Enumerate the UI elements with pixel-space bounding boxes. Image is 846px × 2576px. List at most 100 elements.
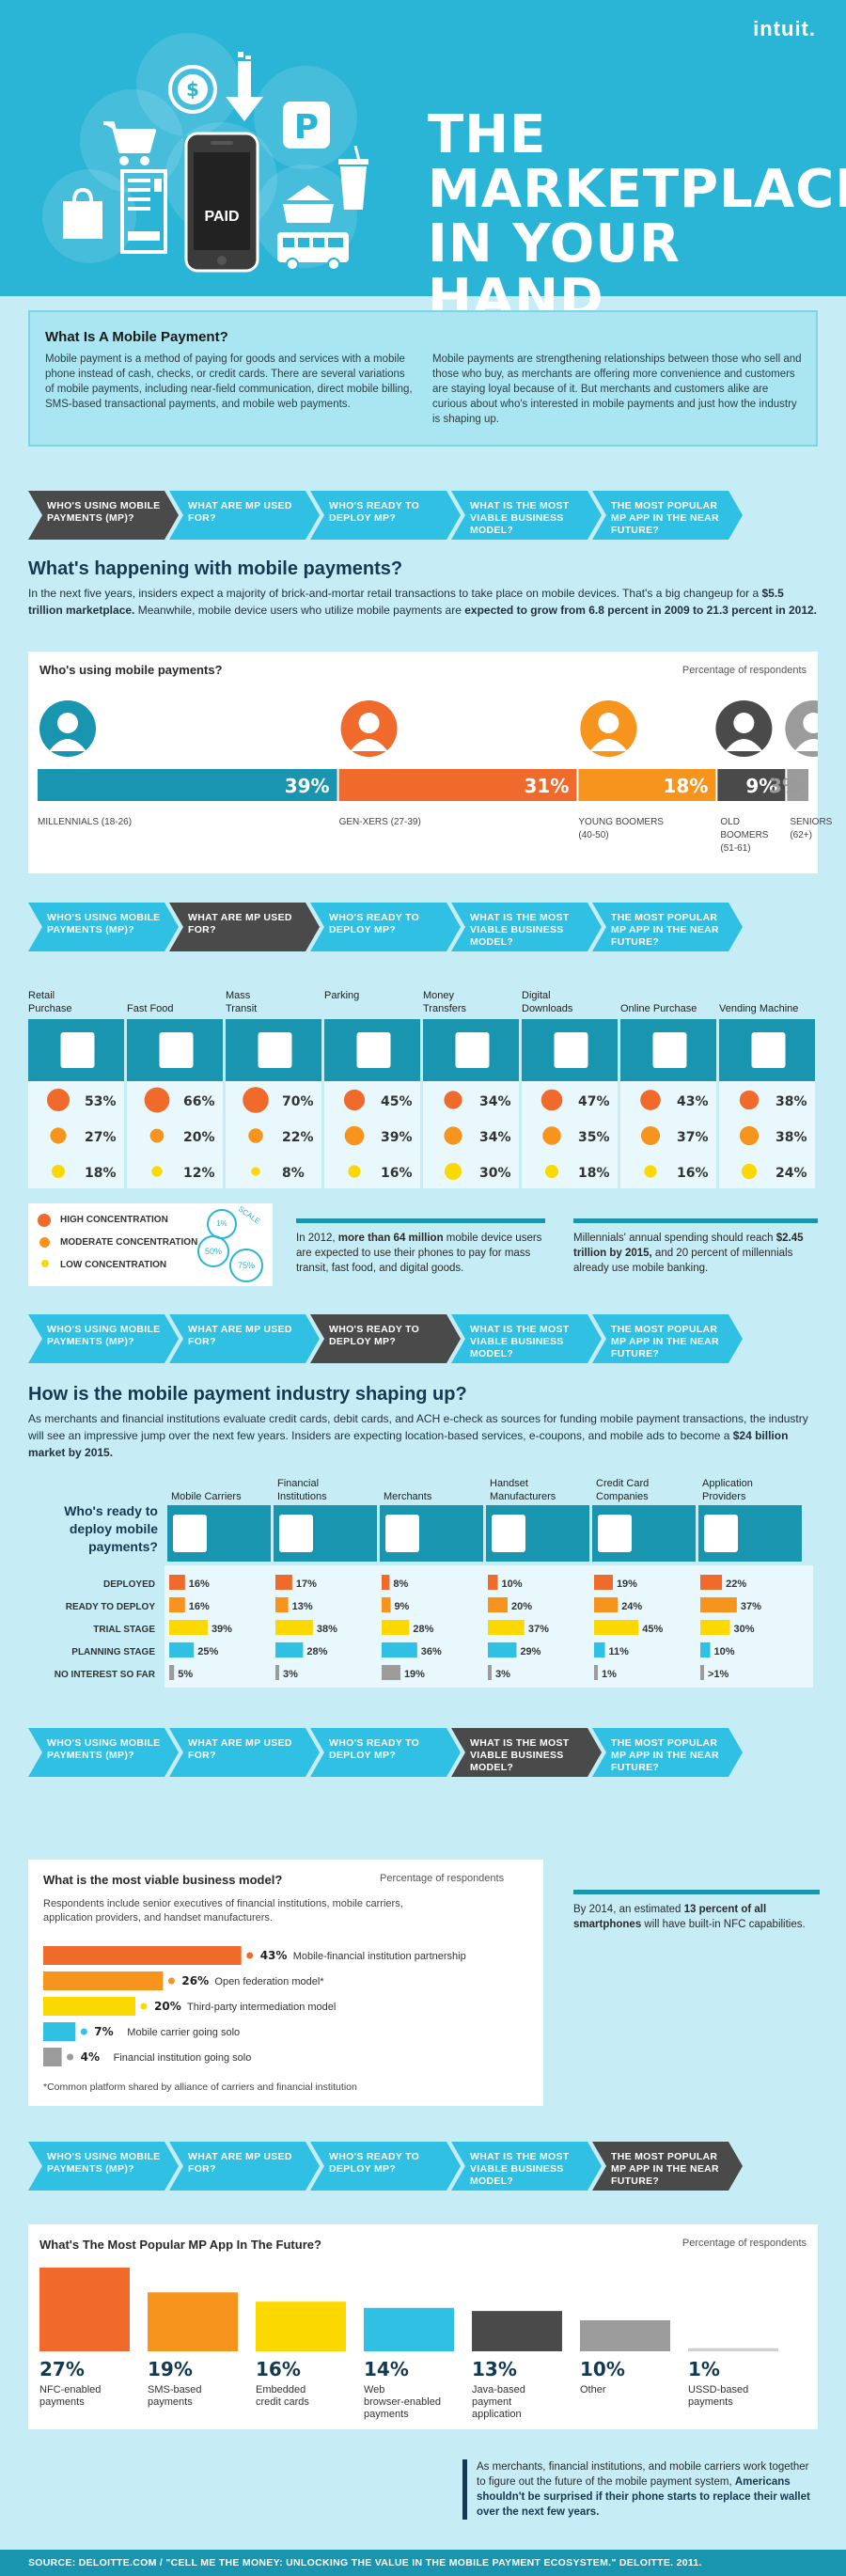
model-marker xyxy=(140,2003,148,2010)
nav-tab-label: WHO'S READY TO DEPLOY MP? xyxy=(329,1737,420,1761)
use-value-label: 38% xyxy=(776,1130,807,1145)
legend-low: LOW CONCENTRATION xyxy=(60,1260,167,1270)
nav-tab-label: THE MOST POPULAR MP APP IN THE NEAR FUTU… xyxy=(611,2151,719,2187)
deploy-bar xyxy=(275,1575,292,1590)
nav-tab[interactable]: WHAT ARE MP USED FOR? xyxy=(169,491,320,540)
nav-tab[interactable]: WHAT IS THE MOST VIABLE BUSINESS MODEL? xyxy=(451,1314,602,1363)
nav-tab[interactable]: WHO'S READY TO DEPLOY MP? xyxy=(310,491,461,540)
legend-high: HIGH CONCENTRATION xyxy=(60,1215,168,1225)
avatar-head xyxy=(57,713,78,733)
deploy-bar xyxy=(488,1665,492,1680)
nav-tab[interactable]: WHAT ARE MP USED FOR? xyxy=(169,1314,320,1363)
model-marker xyxy=(246,1952,254,1959)
nav-tab-label: WHAT ARE MP USED FOR? xyxy=(188,500,292,524)
nav-tab[interactable]: WHAT ARE MP USED FOR? xyxy=(169,1728,320,1777)
users-bar xyxy=(338,769,577,801)
scale-50: 50% xyxy=(197,1235,229,1267)
deploy-icon xyxy=(385,1515,419,1552)
use-category-label: Purchase xyxy=(28,1003,71,1014)
deploy-stage-label: READY TO DEPLOY xyxy=(66,1602,156,1612)
nav-tab[interactable]: THE MOST POPULAR MP APP IN THE NEAR FUTU… xyxy=(592,2142,743,2191)
footnote: *Common platform shared by alliance of c… xyxy=(43,2081,357,2093)
nav-tab[interactable]: WHAT IS THE MOST VIABLE BUSINESS MODEL? xyxy=(451,1728,602,1777)
card-note: Percentage of respondents xyxy=(682,665,807,676)
nav-tab[interactable]: WHO'S USING MOBILE PAYMENTS (MP)? xyxy=(28,1728,179,1777)
nav-tab[interactable]: WHAT ARE MP USED FOR? xyxy=(169,2142,320,2191)
nav-tab[interactable]: WHO'S USING MOBILE PAYMENTS (MP)? xyxy=(28,2142,179,2191)
use-dot xyxy=(251,1167,260,1176)
nav-tab[interactable]: THE MOST POPULAR MP APP IN THE NEAR FUTU… xyxy=(592,491,743,540)
nav-tab[interactable]: THE MOST POPULAR MP APP IN THE NEAR FUTU… xyxy=(592,1728,743,1777)
callout-millennials: Millennials' annual spending should reac… xyxy=(573,1218,818,1276)
nav-tab[interactable]: WHAT IS THE MOST VIABLE BUSINESS MODEL? xyxy=(451,903,602,951)
nav-tab[interactable]: WHO'S READY TO DEPLOY MP? xyxy=(310,2142,461,2191)
model-chart: 43% Mobile-financial institution partners… xyxy=(43,1946,466,2066)
deploy-table-title: Who's ready to deploy mobile payments? xyxy=(64,1503,158,1554)
app-category-label: payment xyxy=(472,2396,511,2408)
nav-tab-label: WHO'S USING MOBILE PAYMENTS (MP)? xyxy=(47,500,161,524)
section-nav: WHO'S USING MOBILE PAYMENTS (MP)? WHAT AR… xyxy=(28,1728,752,1777)
deploy-bar xyxy=(275,1665,279,1680)
nav-tab[interactable]: WHO'S READY TO DEPLOY MP? xyxy=(310,1314,461,1363)
use-icon xyxy=(258,1032,292,1068)
nav-tab[interactable]: WHO'S USING MOBILE PAYMENTS (MP)? xyxy=(28,903,179,951)
deploy-bar xyxy=(382,1597,391,1612)
nav-tab[interactable]: WHAT IS THE MOST VIABLE BUSINESS MODEL? xyxy=(451,491,602,540)
use-dot xyxy=(151,1166,163,1177)
use-dot xyxy=(348,1165,361,1178)
nav-tab[interactable]: WHAT ARE MP USED FOR? xyxy=(169,903,320,951)
use-icon xyxy=(652,1032,687,1068)
avatar-head xyxy=(733,713,755,733)
high-dot xyxy=(38,1214,51,1227)
app-category-label: credit cards xyxy=(256,2396,309,2408)
app-value-label: 27% xyxy=(39,2358,85,2380)
nav-tab[interactable]: WHAT IS THE MOST VIABLE BUSINESS MODEL? xyxy=(451,2142,602,2191)
app-category-label: payments xyxy=(148,2396,193,2408)
card-note: Percentage of respondents xyxy=(380,1873,505,1884)
use-values-bg xyxy=(719,1081,815,1188)
app-value-label: 19% xyxy=(148,2358,193,2380)
use-values-bg xyxy=(226,1081,321,1188)
scale-75: 75% xyxy=(229,1249,263,1282)
model-bar xyxy=(43,2022,76,2041)
nav-tab[interactable]: THE MOST POPULAR MP APP IN THE NEAR FUTU… xyxy=(592,903,743,951)
nav-tab-label: WHAT IS THE MOST VIABLE BUSINESS MODEL? xyxy=(470,1737,570,1773)
nav-tab[interactable]: WHO'S READY TO DEPLOY MP? xyxy=(310,1728,461,1777)
nav-tab-label: WHAT ARE MP USED FOR? xyxy=(188,1737,292,1761)
nav-tab-label: THE MOST POPULAR MP APP IN THE NEAR FUTU… xyxy=(611,1737,719,1773)
use-value-label: 43% xyxy=(677,1094,709,1109)
use-icon xyxy=(554,1032,588,1068)
nav-tab-label: WHAT IS THE MOST VIABLE BUSINESS MODEL? xyxy=(470,500,570,536)
nav-tab[interactable]: WHO'S USING MOBILE PAYMENTS (MP)? xyxy=(28,1314,179,1363)
use-values-bg xyxy=(28,1081,124,1188)
nav-tab[interactable]: THE MOST POPULAR MP APP IN THE NEAR FUTU… xyxy=(592,1314,743,1363)
deploy-value-label: 19% xyxy=(617,1579,637,1590)
use-dot xyxy=(640,1090,661,1110)
deploy-stage-label: PLANNING STAGE xyxy=(71,1647,155,1657)
app-value-label: 16% xyxy=(256,2358,301,2380)
popular-app-chart: 27%NFC-enabledpayments19%SMS-basedpaymen… xyxy=(39,2267,778,2420)
users-chart: 39% 31% 18% 9%3% xyxy=(38,700,818,801)
deploy-bar xyxy=(594,1642,605,1657)
moderate-dot xyxy=(39,1237,50,1248)
nav-tab[interactable]: WHO'S USING MOBILE PAYMENTS (MP)? xyxy=(28,491,179,540)
deploy-bar xyxy=(275,1642,304,1657)
use-value-label: 35% xyxy=(578,1130,610,1145)
deploy-bar xyxy=(594,1620,639,1635)
use-value-label: 20% xyxy=(183,1130,215,1145)
deploy-icon xyxy=(704,1515,738,1552)
avatar-body xyxy=(350,739,388,751)
deploy-value-label: 9% xyxy=(394,1601,409,1612)
model-bar xyxy=(43,1946,242,1965)
deploy-bar xyxy=(488,1597,508,1612)
svg-text:$: $ xyxy=(186,78,199,101)
deploy-value-label: 38% xyxy=(317,1624,337,1635)
intuit-logo: intuit. xyxy=(753,17,816,40)
card-title: Who's using mobile payments? xyxy=(39,663,223,677)
use-dot xyxy=(741,1163,758,1180)
nav-tab[interactable]: WHO'S READY TO DEPLOY MP? xyxy=(310,903,461,951)
model-value-label: 43% xyxy=(260,1949,288,1962)
nav-tab-label: WHAT IS THE MOST VIABLE BUSINESS MODEL? xyxy=(470,912,570,948)
model-bar xyxy=(43,2048,62,2066)
use-icon xyxy=(159,1032,194,1068)
